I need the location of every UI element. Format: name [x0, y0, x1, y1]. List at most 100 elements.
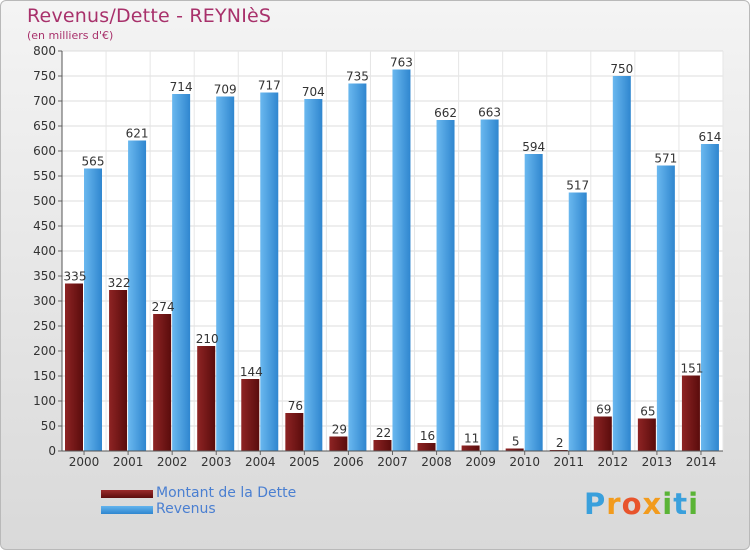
debt-value-label: 76 [288, 399, 303, 413]
debt-value-label: 29 [332, 423, 347, 437]
x-tick-label: 2006 [333, 455, 364, 469]
x-tick-label: 2007 [377, 455, 408, 469]
debt-bar [681, 375, 700, 451]
debt-value-label: 210 [196, 332, 219, 346]
revenue-bar [392, 69, 411, 451]
y-tick-label: 600 [33, 144, 56, 158]
debt-value-label: 69 [596, 403, 611, 417]
logo-letter: P [584, 487, 607, 521]
x-tick-label: 2003 [201, 455, 232, 469]
revenue-value-label: 704 [302, 85, 325, 99]
chart-subtitle: (en milliers d'€) [27, 29, 114, 42]
revenue-bar [656, 165, 675, 451]
y-tick-label: 200 [33, 344, 56, 358]
debt-value-label: 322 [108, 276, 131, 290]
axis-layer: 0 50 100 150 200 250 300 350 400 450 500 550 600 650 7… [33, 44, 723, 469]
x-tick-label: 2012 [598, 455, 629, 469]
revenue-bar [524, 154, 543, 451]
x-tick-label: 2000 [69, 455, 100, 469]
proxiti-logo: Proxiti [584, 487, 699, 521]
debt-value-label: 2 [556, 436, 564, 450]
debt-bar [461, 445, 480, 451]
logo-letter: r [606, 487, 622, 521]
debt-value-label: 151 [680, 362, 703, 376]
revenue-bar [480, 119, 499, 451]
revenue-value-label: 565 [82, 155, 105, 169]
debt-bar [65, 283, 83, 451]
legend-swatch-revenue [101, 506, 153, 514]
y-tick-label: 650 [33, 119, 56, 133]
legend-label-revenue: Revenus [156, 501, 216, 517]
x-tick-label: 2011 [553, 455, 584, 469]
debt-bar [285, 413, 304, 451]
x-tick-label: 2008 [421, 455, 452, 469]
x-tick-label: 2004 [245, 455, 276, 469]
y-tick-label: 700 [33, 94, 56, 108]
logo-letter: i [688, 487, 700, 521]
debt-value-label: 144 [240, 365, 263, 379]
revenue-value-label: 662 [434, 106, 457, 120]
y-tick-label: 150 [33, 369, 56, 383]
x-tick-label: 2010 [509, 455, 540, 469]
revenue-value-label: 594 [522, 140, 545, 154]
y-tick-label: 500 [33, 194, 56, 208]
revenue-value-label: 763 [390, 56, 413, 70]
logo-letter: x [642, 487, 663, 521]
debt-bar [109, 290, 128, 451]
x-tick-label: 2009 [465, 455, 496, 469]
debt-bar [241, 379, 260, 451]
logo-letter: i [662, 487, 674, 521]
debt-bar [197, 346, 216, 451]
debt-bar [373, 440, 392, 451]
revenue-bar [568, 192, 587, 451]
revenue-bar [216, 96, 235, 451]
debt-bar [637, 418, 656, 451]
y-tick-label: 300 [33, 294, 56, 308]
y-tick-label: 250 [33, 319, 56, 333]
y-tick-label: 550 [33, 169, 56, 183]
revenue-bar [612, 76, 631, 451]
debt-bar [505, 448, 524, 451]
revenue-value-label: 663 [478, 106, 501, 120]
y-tick-label: 450 [33, 219, 56, 233]
revenue-value-label: 717 [258, 79, 281, 93]
x-tick-label: 2002 [157, 455, 188, 469]
debt-bar [153, 314, 172, 451]
y-tick-label: 350 [33, 269, 56, 283]
revenue-value-label: 571 [654, 152, 677, 166]
debt-value-label: 274 [152, 300, 175, 314]
x-tick-label: 2005 [289, 455, 320, 469]
labels-layer: 3355653226212747142107091447177670429735… [64, 56, 722, 451]
y-tick-label: 800 [33, 44, 56, 58]
y-tick-label: 0 [48, 444, 56, 458]
debt-bar [417, 443, 436, 451]
revenue-bar [348, 83, 367, 451]
debt-value-label: 22 [376, 426, 391, 440]
y-tick-label: 50 [41, 419, 56, 433]
debt-value-label: 65 [640, 405, 655, 419]
revenue-value-label: 714 [170, 80, 193, 94]
revenue-value-label: 517 [566, 179, 589, 193]
revenue-value-label: 735 [346, 70, 369, 84]
y-tick-label: 750 [33, 69, 56, 83]
revenue-value-label: 621 [126, 127, 149, 141]
legend-swatch-debt [101, 490, 153, 498]
x-tick-label: 2014 [686, 455, 717, 469]
debt-bar [329, 436, 348, 451]
y-tick-label: 100 [33, 394, 56, 408]
y-tick-label: 400 [33, 244, 56, 258]
debt-value-label: 5 [512, 435, 520, 449]
debt-value-label: 11 [464, 432, 479, 446]
revenue-bar [128, 140, 147, 451]
bars-layer [65, 69, 719, 451]
revenue-bar [84, 168, 102, 451]
debt-bar [593, 416, 612, 451]
revenue-bar [700, 144, 719, 451]
revenue-value-label: 709 [214, 83, 237, 97]
legend-label-debt: Montant de la Dette [156, 485, 297, 501]
x-tick-label: 2001 [113, 455, 144, 469]
revenue-value-label: 750 [610, 62, 633, 76]
chart-title: Revenus/Dette - REYNIèS [27, 5, 272, 27]
revenue-bar [172, 94, 191, 451]
